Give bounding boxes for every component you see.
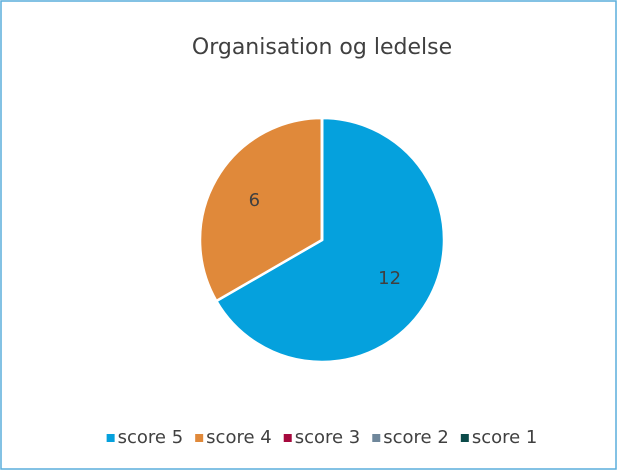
legend-marker	[460, 434, 469, 442]
legend-marker	[195, 434, 204, 442]
legend-marker	[372, 434, 381, 442]
data-label: 12	[378, 268, 401, 289]
data-label: 6	[249, 190, 260, 211]
legend-marker	[283, 434, 292, 442]
legend-label: score 2	[383, 427, 449, 448]
pie-slice	[198, 116, 324, 303]
legend-label: score 3	[295, 427, 361, 448]
chart-title: Organisation og ledelse	[192, 35, 452, 60]
pie-slice	[214, 116, 446, 364]
legend-label: score 5	[118, 427, 184, 448]
legend-marker	[106, 434, 115, 442]
legend-label: score 1	[472, 427, 538, 448]
legend-label: score 4	[206, 427, 272, 448]
